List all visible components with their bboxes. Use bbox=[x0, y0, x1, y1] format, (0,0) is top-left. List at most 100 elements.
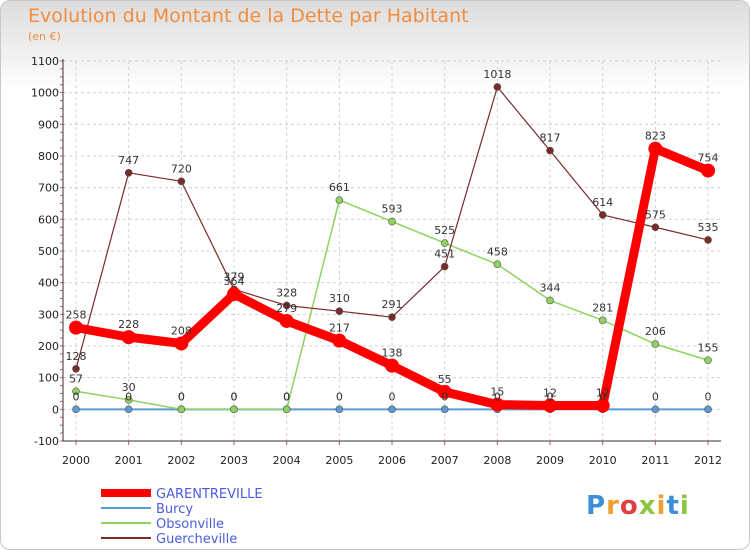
y-tick-label: 900 bbox=[38, 118, 59, 131]
data-label: 0 bbox=[231, 390, 238, 403]
data-point bbox=[388, 217, 396, 226]
data-point bbox=[546, 296, 554, 305]
data-label: 451 bbox=[434, 248, 455, 261]
data-point bbox=[651, 405, 660, 414]
data-label: 138 bbox=[382, 347, 403, 360]
data-label: 0 bbox=[494, 390, 501, 403]
data-point bbox=[177, 405, 186, 414]
data-label: 747 bbox=[118, 154, 139, 167]
data-point bbox=[282, 405, 291, 414]
legend-label: Guercheville bbox=[156, 532, 237, 547]
logo-letter: i bbox=[679, 491, 690, 521]
data-label: 0 bbox=[547, 390, 554, 403]
data-point bbox=[177, 177, 186, 186]
data-point bbox=[279, 313, 294, 328]
chart-subtitle: (en €) bbox=[28, 30, 61, 43]
x-tick-label: 2005 bbox=[325, 454, 353, 467]
data-label: 279 bbox=[276, 302, 297, 315]
legend-label: GARENTREVILLE bbox=[156, 487, 263, 502]
x-tick-label: 2003 bbox=[220, 454, 248, 467]
data-label: 0 bbox=[599, 390, 606, 403]
data-label: 1018 bbox=[483, 68, 511, 81]
data-label: 344 bbox=[540, 281, 561, 294]
data-point bbox=[72, 364, 80, 373]
data-point bbox=[335, 405, 344, 414]
data-label: 57 bbox=[69, 372, 83, 385]
data-label: 310 bbox=[329, 292, 350, 305]
y-tick-label: 1000 bbox=[31, 87, 59, 100]
x-tick-label: 2007 bbox=[431, 454, 459, 467]
data-label: 379 bbox=[224, 270, 245, 283]
x-tick-label: 2001 bbox=[115, 454, 143, 467]
y-tick-label: -100 bbox=[34, 435, 59, 448]
data-point bbox=[69, 320, 83, 335]
logo-letter: t bbox=[666, 491, 680, 521]
logo-letter: P bbox=[586, 491, 607, 521]
x-tick-label: 2010 bbox=[589, 454, 617, 467]
data-label: 661 bbox=[329, 181, 350, 194]
data-label: 208 bbox=[171, 324, 192, 337]
data-label: 0 bbox=[652, 390, 659, 403]
data-point bbox=[332, 333, 347, 348]
data-point bbox=[388, 313, 396, 321]
data-point bbox=[595, 398, 610, 413]
data-label: 823 bbox=[645, 130, 666, 143]
data-label: 0 bbox=[705, 390, 712, 403]
data-point bbox=[385, 358, 400, 373]
data-label: 228 bbox=[118, 318, 139, 331]
data-label: 0 bbox=[178, 390, 185, 403]
data-label: 291 bbox=[382, 298, 403, 311]
y-tick-label: 300 bbox=[38, 308, 59, 321]
data-label: 55 bbox=[438, 373, 452, 386]
data-point bbox=[72, 405, 80, 414]
data-label: 0 bbox=[336, 390, 343, 403]
data-point bbox=[230, 405, 238, 414]
data-point bbox=[174, 336, 189, 351]
data-point bbox=[704, 236, 712, 244]
data-label: 817 bbox=[540, 132, 561, 145]
data-label: 0 bbox=[125, 390, 132, 403]
x-tick-label: 2004 bbox=[273, 454, 301, 467]
data-label: 720 bbox=[171, 162, 192, 175]
y-tick-label: 100 bbox=[38, 372, 59, 385]
data-label: 128 bbox=[66, 350, 87, 363]
data-point bbox=[493, 83, 502, 91]
data-point bbox=[227, 287, 242, 302]
data-label: 155 bbox=[698, 341, 719, 354]
data-point bbox=[388, 405, 396, 414]
y-tick-label: 600 bbox=[38, 213, 59, 226]
y-tick-label: 700 bbox=[38, 182, 59, 195]
data-point bbox=[546, 146, 554, 155]
chart-title: Evolution du Montant de la Dette par Hab… bbox=[28, 5, 469, 27]
data-point bbox=[648, 141, 663, 156]
data-label: 535 bbox=[698, 221, 719, 234]
data-label: 364 bbox=[224, 275, 245, 288]
data-point bbox=[121, 330, 136, 345]
logo-letter: i bbox=[656, 491, 667, 521]
data-point bbox=[543, 398, 558, 413]
data-label: 525 bbox=[434, 224, 455, 237]
y-tick-label: 1100 bbox=[31, 55, 59, 68]
proxiti-logo: Proxiti bbox=[586, 491, 690, 521]
data-label: 0 bbox=[283, 390, 290, 403]
data-label: 575 bbox=[645, 208, 666, 221]
data-label: 593 bbox=[382, 203, 403, 216]
x-tick-label: 2009 bbox=[536, 454, 564, 467]
x-tick-label: 2011 bbox=[641, 454, 669, 467]
data-label: 0 bbox=[389, 390, 396, 403]
x-tick-label: 2008 bbox=[483, 454, 511, 467]
y-tick-label: 400 bbox=[38, 277, 59, 290]
logo-letter: o bbox=[619, 491, 639, 521]
data-label: 12 bbox=[543, 387, 557, 400]
data-point bbox=[651, 223, 660, 232]
data-point bbox=[701, 163, 716, 178]
data-point bbox=[440, 239, 449, 247]
data-point bbox=[493, 260, 502, 269]
data-point bbox=[440, 262, 449, 271]
data-point bbox=[124, 168, 133, 177]
data-label: 328 bbox=[276, 286, 297, 299]
data-label: 12 bbox=[596, 387, 610, 400]
y-tick-label: 800 bbox=[38, 150, 59, 163]
